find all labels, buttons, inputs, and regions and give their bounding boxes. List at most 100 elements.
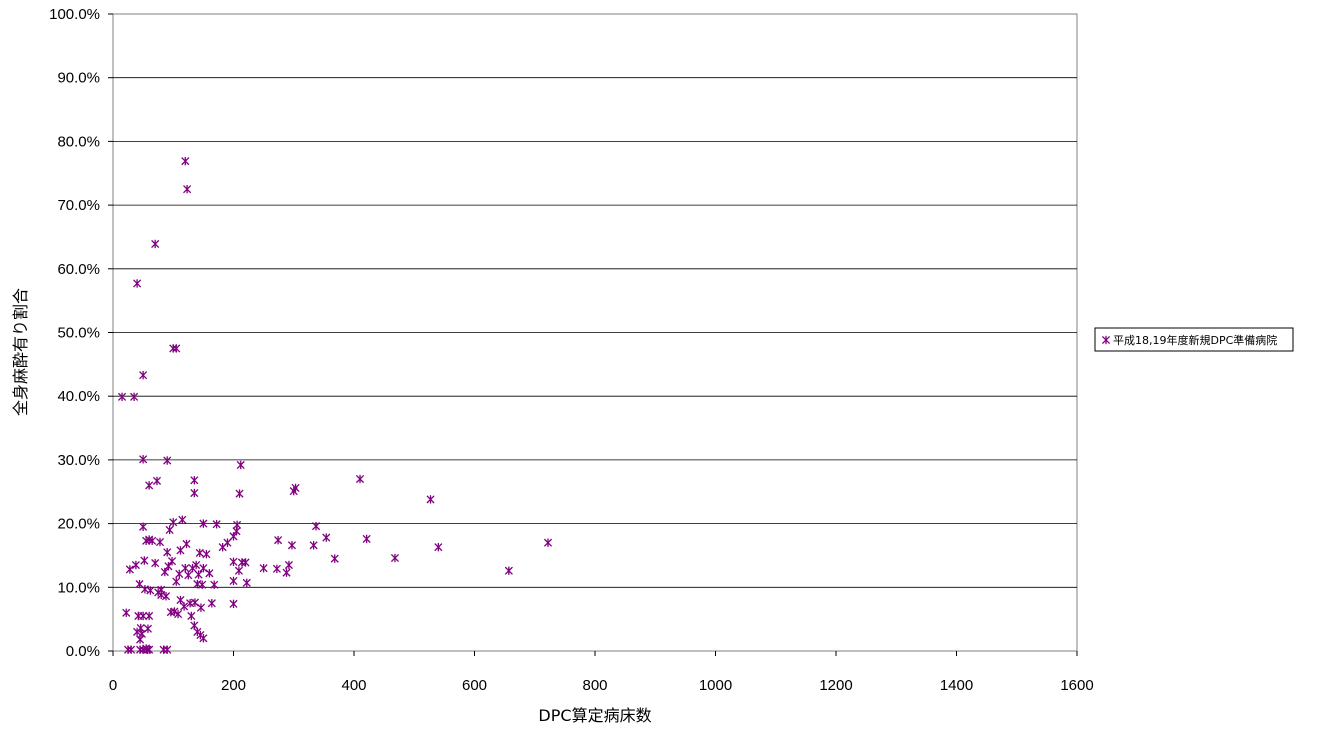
data-point <box>274 535 283 545</box>
data-point <box>229 557 238 567</box>
data-point <box>434 542 443 552</box>
data-point <box>236 460 245 470</box>
data-point <box>124 645 133 654</box>
y-tick-label: 80.0% <box>57 133 100 150</box>
data-point <box>163 456 172 465</box>
data-point <box>311 521 321 531</box>
data-point <box>151 239 160 249</box>
data-point <box>210 580 219 589</box>
data-point <box>282 568 291 577</box>
data-point <box>176 595 185 605</box>
data-point <box>184 570 193 580</box>
data-point <box>242 578 251 588</box>
y-axis-title: 全身麻酔有り割合 <box>11 288 30 416</box>
x-tick-label: 200 <box>221 677 246 694</box>
data-point <box>140 556 149 565</box>
y-tick-label: 100.0% <box>49 6 100 23</box>
data-point <box>287 541 297 550</box>
x-tick-label: 1000 <box>699 677 732 694</box>
data-point <box>199 563 208 573</box>
legend-marker-asterisk-icon <box>1101 335 1111 345</box>
x-tick-label: 1200 <box>819 677 852 694</box>
data-point <box>199 519 208 528</box>
data-point <box>194 570 203 579</box>
data-point <box>188 563 197 573</box>
legend-label: 平成18,19年度新規DPC準備病院 <box>1113 333 1277 347</box>
data-point <box>176 546 185 555</box>
data-point <box>125 565 134 574</box>
data-point <box>187 611 196 621</box>
x-tick-label: 0 <box>109 677 117 694</box>
data-point <box>160 567 169 577</box>
data-point <box>136 645 145 654</box>
x-tick-label: 1400 <box>940 677 973 694</box>
y-tick-label: 60.0% <box>57 261 100 278</box>
data-point <box>143 645 152 654</box>
data-point <box>135 579 144 589</box>
y-tick-label: 30.0% <box>57 452 100 469</box>
legend: 平成18,19年度新規DPC準備病院 <box>1094 327 1294 352</box>
data-point <box>190 488 199 498</box>
data-point <box>291 483 300 493</box>
x-tick-label: 800 <box>582 677 607 694</box>
data-point <box>139 522 148 531</box>
data-point <box>136 635 145 644</box>
legend-box <box>1094 327 1294 352</box>
data-point <box>133 279 142 288</box>
data-point <box>330 554 339 563</box>
data-point <box>218 542 227 552</box>
data-point <box>131 560 140 570</box>
y-tick-label: 50.0% <box>57 325 100 342</box>
data-point <box>186 599 195 608</box>
data-point <box>229 576 238 586</box>
data-point <box>163 645 172 654</box>
data-point <box>145 611 154 621</box>
data-point <box>117 392 127 402</box>
data-point <box>207 599 216 608</box>
data-point <box>145 481 154 490</box>
data-point <box>134 611 143 621</box>
data-point <box>355 474 365 484</box>
x-tick-label: 600 <box>462 677 487 694</box>
data-point <box>229 599 238 609</box>
data-point <box>178 515 187 524</box>
data-point <box>390 553 400 563</box>
data-point <box>193 579 202 589</box>
y-tick-label: 90.0% <box>57 70 100 87</box>
data-point <box>130 392 139 402</box>
data-point <box>146 586 155 595</box>
legend-asterisk <box>1101 335 1111 345</box>
data-point <box>122 608 131 617</box>
data-point <box>202 549 211 559</box>
y-axis: 0.0% 10.0% 20.0% 30.0% 40.0% 50.0% 60.0% 70.0% 8… <box>49 6 113 660</box>
data-point <box>199 634 208 643</box>
data-point <box>151 558 160 568</box>
data-point <box>543 538 553 547</box>
data-point <box>175 569 184 579</box>
data-point <box>169 518 178 527</box>
data-point <box>504 566 513 575</box>
data-point <box>139 370 148 380</box>
data-point <box>165 525 174 535</box>
data-point <box>426 495 435 504</box>
data-point <box>284 560 293 570</box>
data-point <box>190 476 199 485</box>
y-tick-label: 40.0% <box>57 388 100 405</box>
data-point <box>157 590 166 600</box>
data-point <box>174 609 183 619</box>
data-point <box>196 603 206 612</box>
x-axis: 0 200 400 600 800 1000 1200 1400 1600 <box>109 651 1094 694</box>
data-point <box>205 569 214 578</box>
data-point <box>183 184 192 194</box>
data-point <box>155 537 165 547</box>
data-point <box>309 541 318 550</box>
data-point <box>182 539 191 549</box>
data-point <box>232 527 241 536</box>
data-point <box>237 558 246 567</box>
x-axis-title: DPC算定病床数 <box>538 706 651 725</box>
data-point <box>167 556 177 566</box>
data-point <box>322 533 331 542</box>
data-point <box>195 548 204 558</box>
data-point <box>139 455 148 464</box>
data-point <box>259 563 268 573</box>
